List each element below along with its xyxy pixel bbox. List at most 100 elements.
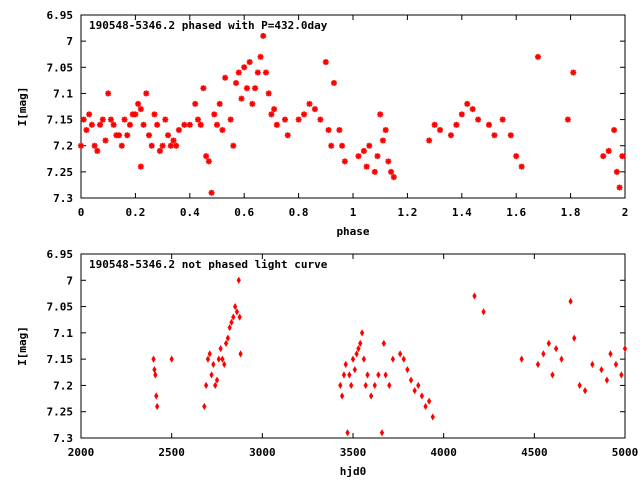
data-point: [154, 392, 159, 400]
data-point: [254, 69, 261, 76]
data-point: [169, 355, 174, 363]
data-point: [412, 387, 417, 395]
data-point: [205, 355, 211, 363]
data-point: [211, 111, 218, 118]
data-point: [408, 376, 414, 384]
data-point: [194, 116, 201, 123]
y-tick-label: 7.05: [47, 61, 74, 74]
data-point: [336, 127, 343, 134]
data-point: [431, 121, 438, 128]
data-point: [260, 32, 267, 39]
x-tick-label: 2000: [68, 446, 95, 459]
data-point: [262, 69, 269, 76]
data-point: [151, 111, 158, 118]
data-point: [135, 100, 142, 107]
data-point: [613, 168, 620, 175]
data-point: [507, 132, 514, 139]
data-point: [86, 111, 93, 118]
data-point: [385, 158, 392, 165]
data-point: [306, 100, 313, 107]
data-point: [203, 153, 210, 160]
data-point: [447, 132, 454, 139]
data-point: [354, 350, 359, 358]
data-point: [377, 111, 384, 118]
data-point: [361, 355, 367, 363]
data-point: [233, 79, 240, 86]
data-point: [229, 318, 234, 326]
data-point: [419, 392, 425, 400]
data-point: [401, 355, 406, 363]
y-axis-label: I[mag]: [16, 326, 29, 366]
data-point: [397, 350, 403, 358]
data-point: [271, 106, 278, 113]
data-point: [374, 153, 381, 160]
data-point: [154, 121, 161, 128]
data-point: [151, 355, 156, 363]
data-point: [107, 116, 114, 123]
data-point: [611, 127, 618, 134]
data-point: [387, 381, 392, 390]
data-point: [430, 413, 435, 421]
data-point: [159, 142, 166, 149]
data-point: [282, 116, 288, 123]
x-tick-label: 3000: [249, 446, 276, 459]
y-axis-label: I[mag]: [16, 87, 29, 127]
data-point: [153, 371, 158, 379]
x-tick-label: 4000: [430, 446, 457, 459]
data-point: [359, 329, 365, 337]
y-tick-label: 7.2: [53, 140, 73, 153]
data-point: [213, 381, 218, 390]
data-point: [379, 429, 385, 437]
plot-frame: [80, 253, 626, 439]
y-tick-label: 7.1: [53, 327, 73, 340]
x-axis-label: hjd0: [340, 465, 367, 478]
data-point: [499, 116, 506, 123]
data-point: [173, 142, 180, 149]
data-point: [453, 121, 460, 128]
data-point: [372, 381, 377, 390]
data-point: [458, 111, 465, 118]
x-tick-label: 1.2: [397, 206, 417, 219]
data-point: [317, 116, 324, 123]
data-point: [225, 334, 231, 342]
data-point: [475, 116, 482, 123]
data-point: [572, 334, 577, 342]
data-point: [568, 297, 573, 305]
data-point: [360, 147, 367, 154]
x-tick-label: 1.4: [452, 206, 472, 219]
data-point: [243, 85, 250, 92]
data-point: [604, 376, 610, 384]
data-point: [246, 59, 253, 66]
data-point: [235, 69, 242, 76]
x-tick-label: 0.4: [180, 206, 200, 219]
data-point: [121, 116, 128, 123]
data-point: [209, 371, 214, 379]
data-points: [151, 276, 628, 437]
data-point: [170, 137, 177, 144]
data-point: [102, 137, 109, 144]
data-point: [132, 111, 139, 118]
data-point: [91, 142, 98, 149]
data-point: [405, 366, 410, 374]
data-point: [80, 116, 87, 123]
data-point: [355, 153, 362, 160]
y-tick-label: 7.1: [53, 87, 73, 100]
x-tick-label: 2500: [158, 446, 185, 459]
data-point: [252, 85, 259, 92]
data-point: [205, 158, 212, 165]
data-point: [541, 350, 546, 358]
data-point: [236, 276, 241, 284]
data-point: [241, 64, 248, 71]
y-tick-label: 6.95: [47, 9, 74, 22]
data-point: [550, 371, 555, 379]
data-point: [94, 147, 101, 154]
x-tick-label: 1: [350, 206, 357, 219]
data-point: [345, 429, 350, 437]
x-tick-label: 4500: [521, 446, 548, 459]
y-tick-label: 7.15: [47, 114, 74, 127]
data-point: [273, 121, 280, 128]
x-tick-label: 2: [622, 206, 629, 219]
data-point: [268, 111, 275, 118]
data-point: [146, 132, 152, 139]
